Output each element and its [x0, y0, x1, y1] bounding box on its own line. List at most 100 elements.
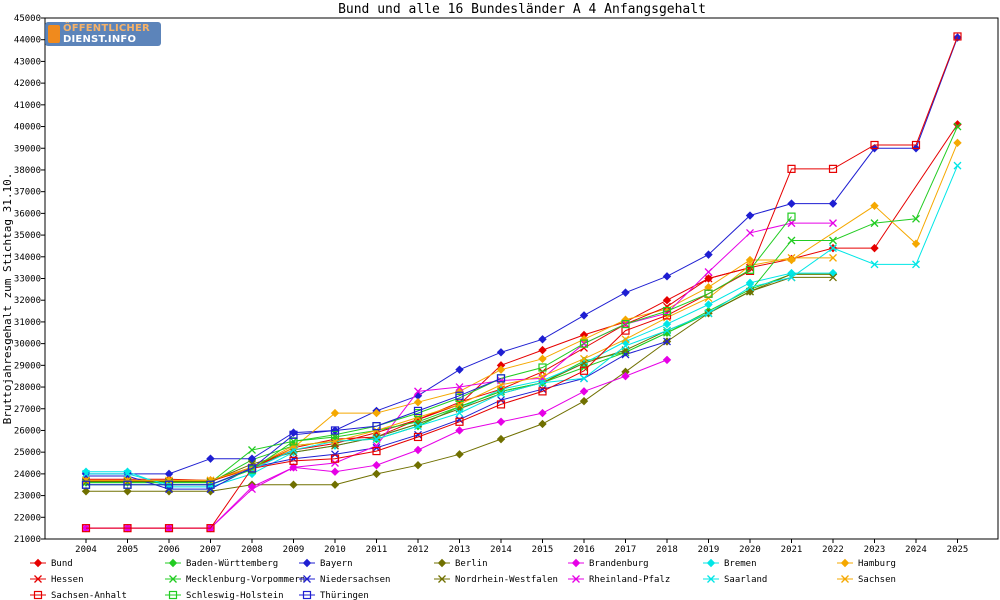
- series-saarland-point: [870, 260, 879, 269]
- y-tick-label: 39000: [14, 144, 41, 154]
- x-tick-label: 2009: [283, 545, 305, 555]
- series-niedersachsen-point: [538, 385, 547, 394]
- series-sachsen-anhalt-point: [953, 32, 962, 41]
- series-schleswig-holstein-point: [704, 289, 713, 298]
- series-sachsen-anhalt-point: [289, 456, 298, 465]
- series-saarland-point: [497, 389, 505, 398]
- series-sachsen-point: [497, 380, 505, 389]
- series-bremen-point: [704, 300, 713, 309]
- series-rheinland-pfalz-point: [787, 219, 796, 228]
- series-sachsen-anhalt-point: [372, 446, 381, 456]
- series-saarland-point: [455, 409, 464, 418]
- series-sachsen-point: [331, 437, 339, 446]
- series-saarland-point: [123, 469, 132, 478]
- legend-bayern-marker: [302, 558, 312, 568]
- series-bayern-point: [455, 365, 464, 374]
- legend-niedersachsen-marker: [303, 575, 311, 583]
- series-bayern-point: [579, 311, 589, 320]
- series-bayern-point: [828, 199, 838, 208]
- series-sachsen-anhalt-point: [123, 524, 132, 533]
- series-mecklenburg-vorpommern-point: [829, 236, 837, 245]
- legend-nordrhein-westfalen-marker: [438, 575, 446, 583]
- x-tick-label: 2023: [864, 545, 886, 555]
- series-th-ringen-point: [247, 464, 257, 473]
- series-hamburg-point: [496, 365, 506, 374]
- series-brandenburg-point: [662, 355, 672, 365]
- legend-brandenburg-label: Brandenburg: [589, 559, 649, 569]
- series-sachsen-anhalt-point: [496, 400, 506, 409]
- x-tick-label: 2013: [449, 545, 471, 555]
- legend-baden-w-rttemberg-marker: [168, 558, 178, 568]
- y-tick-label: 27000: [14, 405, 41, 415]
- y-tick-label: 25000: [14, 448, 41, 458]
- series-saarland-point: [829, 244, 837, 253]
- x-tick-label: 2005: [117, 545, 139, 555]
- series-saarland-point: [953, 161, 962, 170]
- series-saarland-line: [86, 165, 958, 486]
- legend-th-ringen-label: Thüringen: [320, 591, 369, 600]
- legend-sachsen-label: Sachsen: [858, 575, 896, 585]
- series-sachsen-anhalt-point: [787, 164, 796, 173]
- y-tick-label: 31000: [14, 318, 41, 328]
- x-tick-label: 2024: [905, 545, 927, 555]
- series-mecklenburg-vorpommern-point: [455, 402, 464, 411]
- series-nordrhein-westfalen-point: [414, 419, 422, 428]
- legend-bund-label: Bund: [51, 559, 73, 569]
- series-sachsen-point: [165, 476, 173, 485]
- series-berlin-point: [330, 480, 340, 489]
- series-bayern-point: [621, 288, 630, 297]
- series-schleswig-holstein-point: [621, 319, 630, 329]
- series-mecklenburg-vorpommern-point: [248, 446, 256, 454]
- series-berlin-point: [496, 434, 506, 444]
- x-tick-label: 2014: [490, 545, 512, 555]
- series-rheinland-pfalz-point: [248, 485, 256, 494]
- series-brandenburg-point: [455, 426, 464, 435]
- series-th-ringen-point: [496, 374, 506, 383]
- series-th-ringen-point: [123, 480, 132, 489]
- series-hamburg-point: [745, 255, 755, 265]
- series-hamburg-line: [86, 142, 958, 481]
- legend-sachsen-marker: [841, 575, 849, 583]
- series-sachsen-point: [206, 476, 215, 485]
- legend-hessen-marker: [34, 575, 42, 583]
- plot-frame: [44, 17, 999, 540]
- series-hamburg-point: [911, 239, 921, 248]
- series-saarland-point: [704, 309, 713, 318]
- y-tick-label: 36000: [14, 209, 41, 219]
- series-niedersachsen-point: [497, 396, 505, 405]
- series-schleswig-holstein-line: [86, 216, 792, 486]
- series-mecklenburg-vorpommern-point: [870, 219, 879, 228]
- series-berlin-point: [372, 469, 381, 479]
- y-tick-label: 42000: [14, 79, 41, 89]
- y-tick-label: 22000: [14, 513, 41, 523]
- series-bayern-point: [787, 199, 796, 208]
- legend-baden-w-rttemberg-label: Baden-Württemberg: [186, 559, 278, 569]
- series-th-ringen-point: [413, 406, 423, 416]
- series-mecklenburg-vorpommern-point: [953, 122, 962, 131]
- series-hamburg-point: [538, 354, 547, 364]
- x-tick-label: 2022: [822, 545, 844, 555]
- y-tick-label: 33000: [14, 275, 41, 285]
- legend-berlin-marker: [437, 558, 447, 568]
- y-tick-label: 23000: [14, 492, 41, 502]
- series-niedersachsen-point: [331, 450, 339, 459]
- series-sachsen-point: [414, 413, 422, 422]
- legend-bremen-marker: [706, 558, 716, 568]
- series-hamburg-point: [372, 408, 381, 418]
- series-bayern-point: [704, 250, 713, 259]
- y-tick-label: 30000: [14, 340, 41, 350]
- series-sachsen-anhalt-point: [413, 432, 423, 442]
- series-berlin-point: [413, 460, 423, 470]
- series-sachsen-point: [123, 476, 132, 485]
- series-schleswig-holstein-point: [330, 430, 340, 439]
- series-bund-point: [662, 296, 672, 305]
- series-th-ringen-point: [81, 480, 91, 489]
- series-hamburg-point: [953, 138, 962, 148]
- series-schleswig-holstein-point: [745, 265, 755, 274]
- logo-mark-icon: [48, 25, 60, 43]
- x-tick-label: 2016: [573, 545, 595, 555]
- series-sachsen-point: [663, 313, 671, 322]
- series-mecklenburg-vorpommern-point: [621, 348, 630, 357]
- series-rheinland-pfalz-point: [331, 459, 339, 467]
